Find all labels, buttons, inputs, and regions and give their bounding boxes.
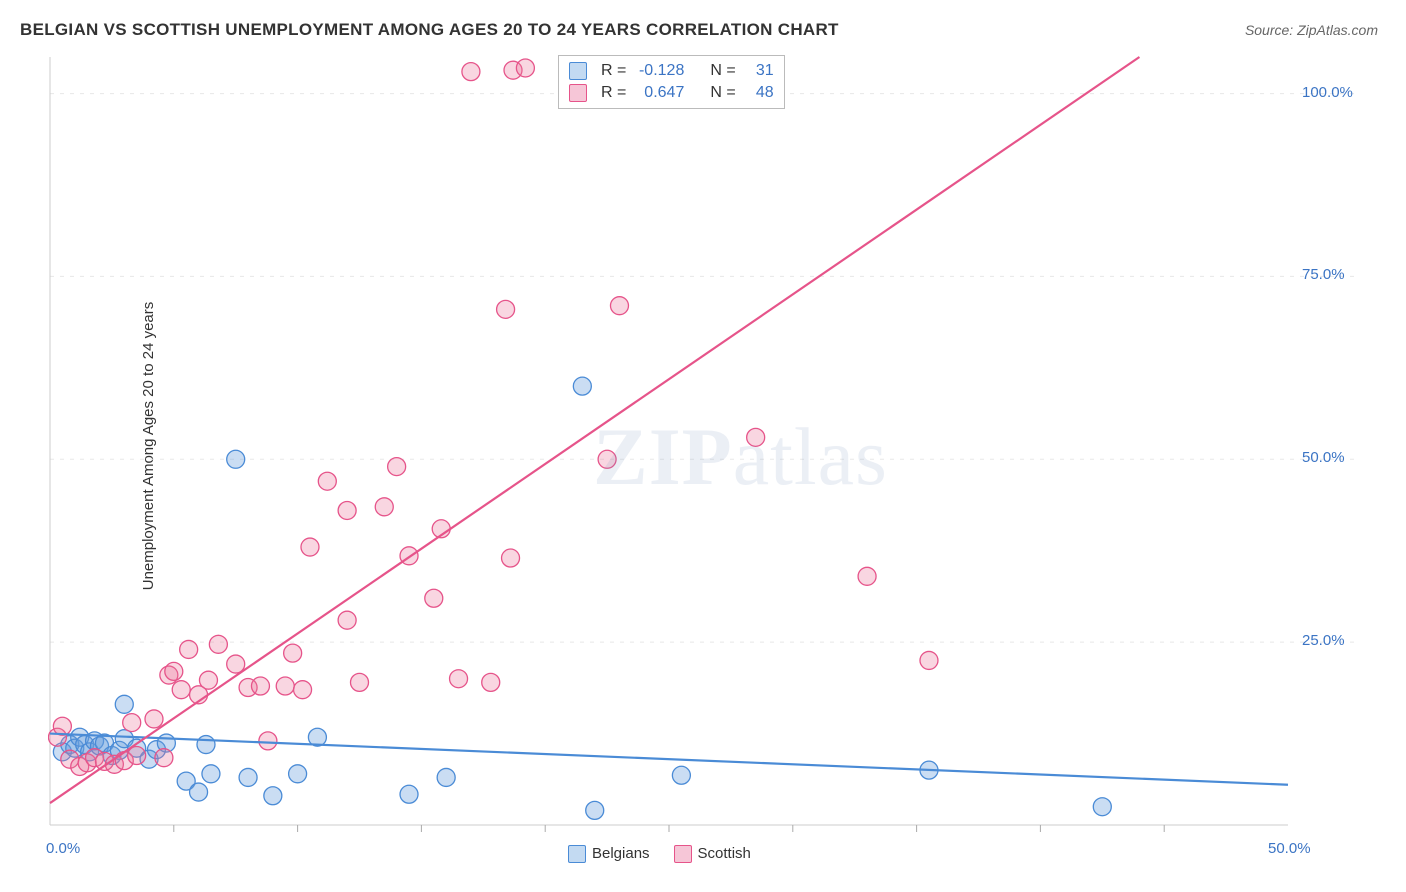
stat-n-value: 48 (744, 84, 774, 102)
series-legend: Belgians Scottish (568, 845, 751, 863)
legend-item: Belgians (568, 845, 650, 863)
stats-row: R = -0.128 N = 31 (569, 60, 774, 82)
legend-label: Belgians (592, 845, 650, 862)
stat-n-label: N = (710, 62, 735, 80)
y-tick-label: 50.0% (1302, 449, 1345, 466)
stat-r-label: R = (601, 84, 626, 102)
y-tick-label: 100.0% (1302, 84, 1353, 101)
stat-r-label: R = (601, 62, 626, 80)
stats-row: R = 0.647 N = 48 (569, 82, 774, 104)
chart-title: BELGIAN VS SCOTTISH UNEMPLOYMENT AMONG A… (20, 20, 839, 40)
legend-swatch (674, 845, 692, 863)
legend-swatch (569, 62, 587, 80)
legend-swatch (568, 845, 586, 863)
legend-swatch (569, 84, 587, 102)
correlation-stats-box: R = -0.128 N = 31 R = 0.647 N = 48 (558, 55, 785, 109)
y-tick-label: 75.0% (1302, 266, 1345, 283)
source-attribution: Source: ZipAtlas.com (1245, 22, 1378, 38)
x-tick-label: 0.0% (46, 840, 80, 857)
stat-r-value: -0.128 (634, 62, 684, 80)
legend-label: Scottish (698, 845, 751, 862)
chart-svg (48, 55, 1358, 835)
legend-item: Scottish (674, 845, 751, 863)
stat-n-label: N = (710, 84, 735, 102)
stat-n-value: 31 (744, 62, 774, 80)
scatter-plot: ZIPatlas R =-0.128N =31R =0.647N =48 Bel… (48, 55, 1358, 835)
stat-r-value: 0.647 (634, 84, 684, 102)
x-tick-label: 50.0% (1268, 840, 1311, 857)
y-tick-label: 25.0% (1302, 632, 1345, 649)
